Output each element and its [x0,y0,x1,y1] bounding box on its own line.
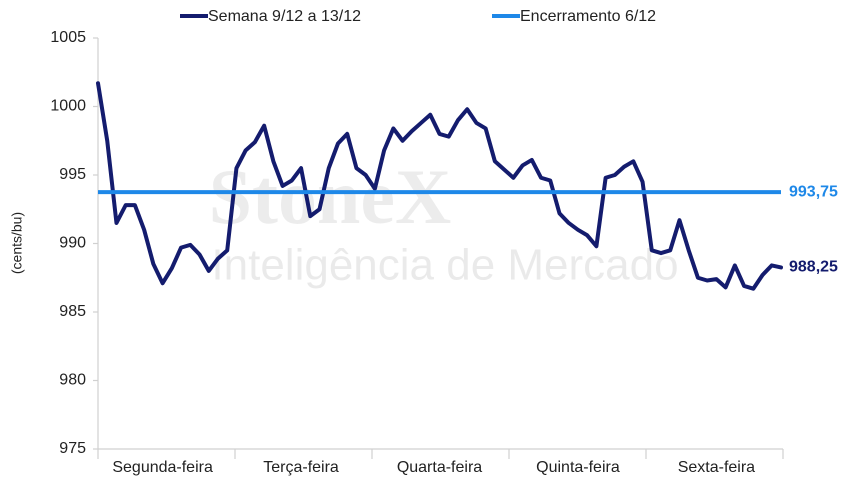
value-label: 993,75 [789,183,838,200]
y-tick-label: 985 [59,303,86,320]
value-label: 988,25 [789,259,838,276]
y-tick-label: 980 [59,372,86,389]
x-tick-label: Segunda-feira [112,459,213,476]
watermark: Inteligência de Mercado [211,241,678,290]
y-tick-label: 975 [59,440,86,457]
x-tick-label: Quinta-feira [536,459,620,476]
x-tick-label: Sexta-feira [678,459,755,476]
x-tick-label: Terça-feira [263,459,339,476]
legend-label: Encerramento 6/12 [520,8,656,25]
y-tick-label: 1000 [50,98,86,115]
series-line [96,81,783,291]
x-tick-label: Quarta-feira [397,459,482,476]
legend-label: Semana 9/12 a 13/12 [208,8,361,25]
y-tick-label: 1005 [50,29,86,46]
y-tick-label: 995 [59,166,86,183]
y-tick-label: 990 [59,235,86,252]
y-axis-label: (cents/bu) [9,212,25,274]
